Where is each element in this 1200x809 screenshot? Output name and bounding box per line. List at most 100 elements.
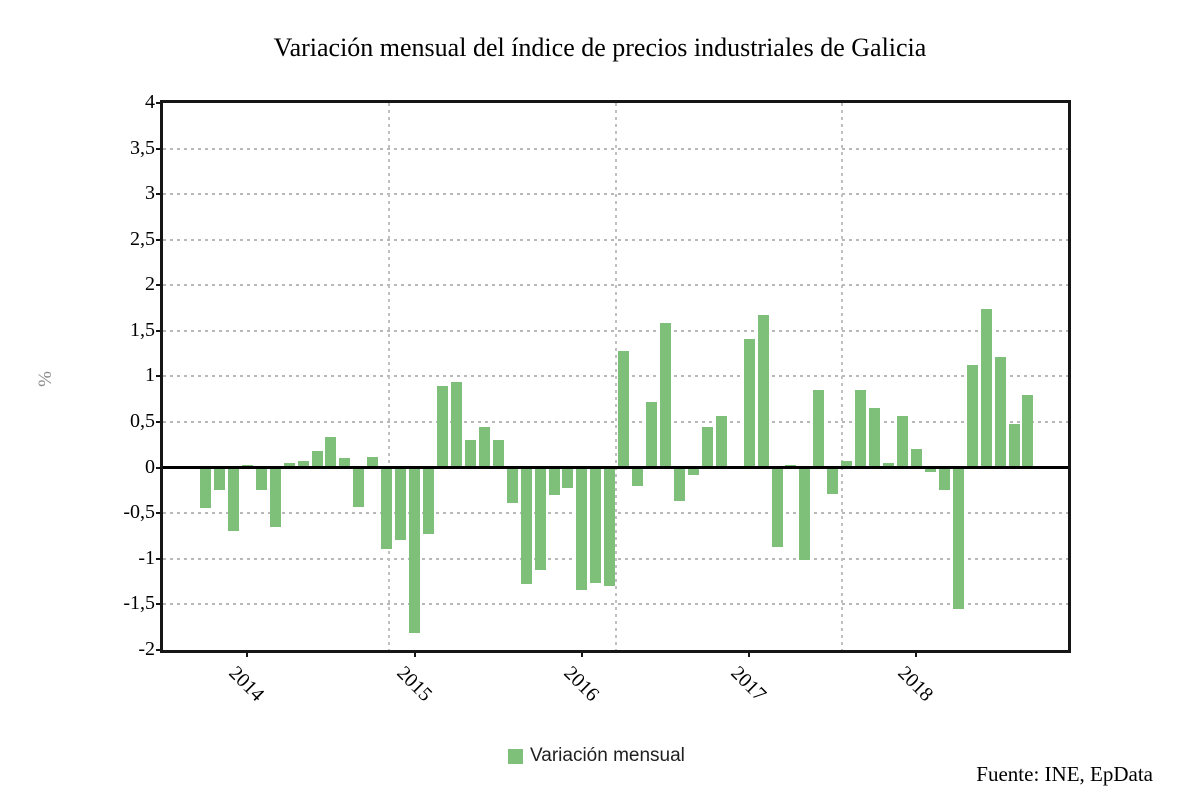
bar	[799, 467, 811, 560]
y-tick-mark	[156, 648, 163, 651]
y-tick-label: 2,5	[130, 227, 155, 250]
bar	[227, 467, 239, 532]
bar	[701, 426, 713, 468]
legend: Variación mensual	[508, 745, 685, 767]
x-tick-label: 2017	[726, 662, 771, 706]
y-tick-mark	[156, 238, 163, 241]
bar	[562, 467, 574, 488]
bar	[1022, 394, 1034, 468]
bar	[520, 467, 532, 585]
x-tick-mark	[413, 650, 416, 657]
bar	[673, 467, 685, 502]
bar	[200, 467, 211, 509]
gridline-v	[614, 103, 617, 650]
bar	[883, 462, 895, 468]
bar	[646, 401, 658, 468]
bar	[450, 381, 462, 468]
bar	[297, 461, 309, 468]
y-tick-label: -2	[138, 637, 155, 660]
plot-area	[163, 103, 1068, 650]
y-tick-label: 1,5	[130, 318, 155, 341]
bar	[423, 467, 435, 534]
x-tick-label: 2014	[224, 662, 269, 706]
bar	[311, 451, 323, 468]
bar	[897, 415, 908, 468]
y-tick-mark	[156, 193, 163, 196]
bar	[771, 467, 783, 547]
y-tick-label: 2	[145, 273, 155, 296]
chart-title: Variación mensual del índice de precios …	[273, 33, 927, 62]
bar	[1008, 423, 1020, 468]
y-axis-label: %	[34, 371, 56, 387]
y-tick-label: 3	[145, 182, 155, 205]
y-tick-mark	[156, 466, 163, 469]
bar	[269, 467, 281, 527]
bar	[924, 467, 936, 473]
bar	[548, 467, 560, 495]
bar	[618, 350, 630, 468]
legend-swatch	[508, 748, 523, 764]
bar	[590, 467, 602, 584]
bar	[715, 415, 727, 468]
bar	[980, 308, 992, 468]
bar	[506, 467, 518, 504]
bar	[283, 462, 295, 468]
bar	[841, 461, 853, 468]
y-tick-mark	[156, 512, 163, 515]
y-tick-mark	[156, 102, 163, 104]
bar	[869, 408, 881, 468]
y-tick-label: -1	[138, 546, 155, 569]
bar	[660, 322, 672, 468]
bar	[743, 339, 755, 468]
x-tick-label: 2018	[893, 662, 938, 706]
zero-line	[163, 466, 1068, 469]
bar	[213, 467, 225, 491]
bar	[339, 458, 351, 468]
bar	[994, 357, 1006, 468]
bar	[255, 467, 267, 491]
x-tick-mark	[915, 650, 918, 657]
bar	[966, 365, 978, 468]
legend-label: Variación mensual	[530, 745, 685, 766]
y-tick-label: 0	[145, 455, 155, 478]
x-tick-mark	[246, 650, 249, 657]
y-tick-label: -1,5	[123, 592, 155, 615]
bar	[395, 467, 407, 541]
bar	[534, 467, 546, 570]
y-tick-mark	[156, 557, 163, 560]
bar	[353, 467, 365, 507]
bar	[855, 390, 867, 468]
y-tick-mark	[156, 284, 163, 287]
y-tick-mark	[156, 329, 163, 332]
bar	[827, 467, 839, 494]
gridline-v	[840, 103, 843, 650]
bar	[409, 467, 421, 634]
y-tick-mark	[156, 603, 163, 606]
x-tick-label: 2015	[392, 662, 436, 706]
source-note: Fuente: INE, EpData	[976, 762, 1153, 786]
bar	[757, 315, 769, 468]
y-tick-mark	[156, 147, 163, 150]
y-tick-mark	[156, 375, 163, 378]
bar	[938, 467, 950, 491]
bar	[604, 467, 616, 586]
y-tick-label: 3,5	[130, 136, 155, 159]
y-tick-mark	[156, 421, 163, 424]
bar	[381, 467, 393, 550]
bar	[478, 426, 490, 468]
bar	[576, 467, 588, 591]
y-tick-label: -0,5	[123, 501, 155, 524]
bar	[952, 467, 964, 609]
x-tick-mark	[580, 650, 583, 657]
y-tick-label: 0,5	[130, 410, 155, 433]
bar	[687, 467, 699, 475]
bar	[813, 390, 825, 468]
bar	[436, 386, 448, 468]
x-tick-mark	[748, 650, 751, 657]
bar	[464, 440, 476, 468]
bar	[910, 449, 922, 468]
x-tick-label: 2016	[559, 662, 604, 706]
bar	[325, 436, 337, 468]
gridline-v	[388, 103, 391, 650]
